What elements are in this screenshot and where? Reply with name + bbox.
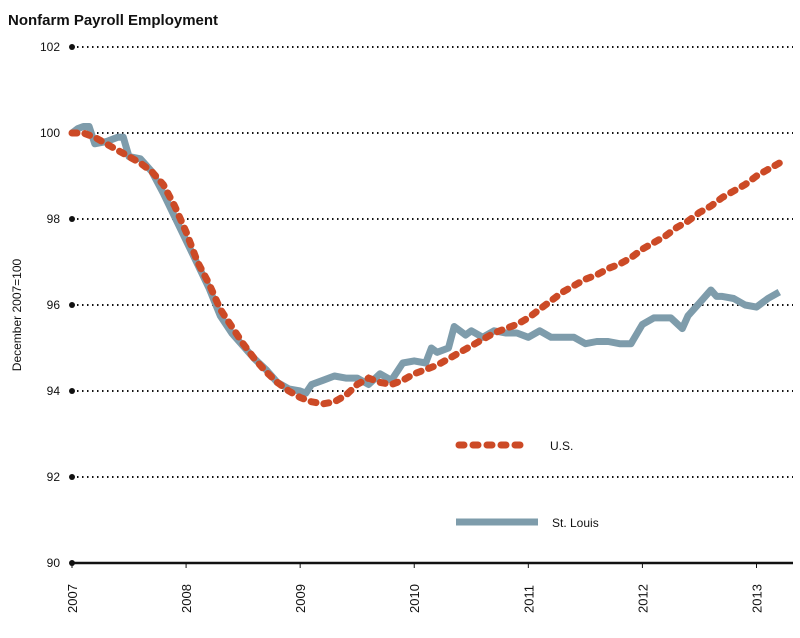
x-tick-label: 2011 (521, 585, 536, 613)
series-line-st-louis (69, 123, 782, 397)
legend: U.S. St. Louis (455, 439, 599, 530)
legend-label-us: U.S. (550, 439, 573, 453)
x-tick-label: 2012 (635, 584, 650, 613)
series-line-us (68, 129, 783, 408)
x-tick-label: 2007 (65, 584, 80, 613)
y-tick-mark (69, 388, 75, 394)
y-tick-label: 96 (47, 298, 61, 312)
y-tick-label: 102 (40, 40, 60, 54)
y-tick-mark (69, 302, 75, 308)
series-lines (68, 123, 783, 408)
x-tick-label: 2010 (407, 584, 422, 613)
x-tick-label: 2013 (749, 584, 764, 613)
y-tick-label: 100 (40, 126, 60, 140)
y-tick-label: 98 (47, 212, 61, 226)
y-tick-label: 92 (47, 470, 61, 484)
y-tick-label: 94 (47, 384, 61, 398)
y-tick-label: 90 (47, 556, 61, 570)
y-axis-label: December 2007=100 (10, 258, 24, 371)
y-tick-mark (69, 44, 75, 50)
x-tick-label: 2008 (179, 584, 194, 613)
chart-title: Nonfarm Payroll Employment (8, 12, 218, 29)
gridlines (72, 46, 793, 478)
legend-label-st-louis: St. Louis (552, 516, 599, 530)
y-tick-mark (69, 474, 75, 480)
y-tick-mark (69, 216, 75, 222)
x-tick-label: 2009 (293, 584, 308, 613)
